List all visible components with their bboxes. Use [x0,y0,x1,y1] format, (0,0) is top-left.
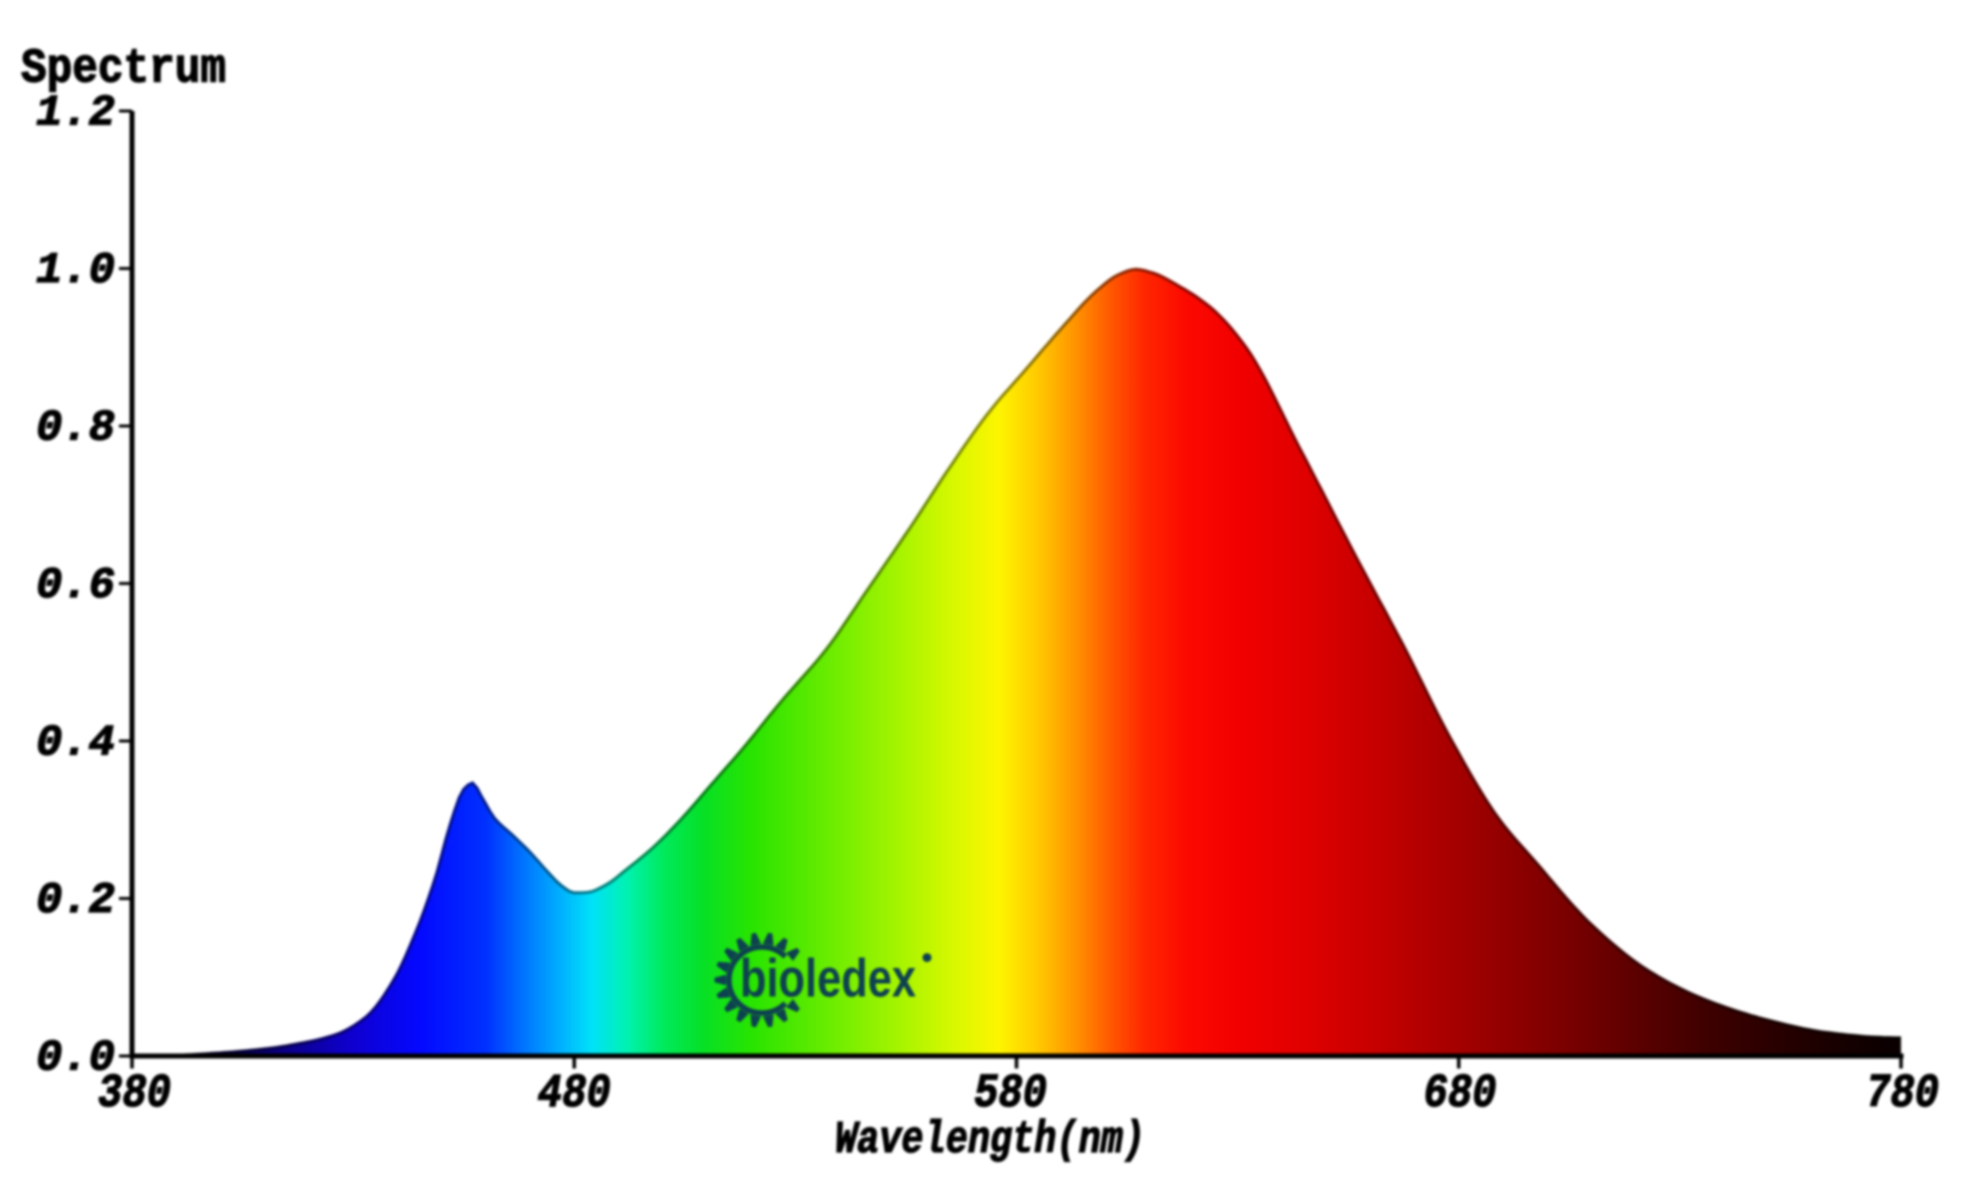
svg-text:Wavelength(nm): Wavelength(nm) [835,1115,1145,1166]
svg-text:bioledex: bioledex [740,949,916,1009]
svg-text:780: 780 [1866,1068,1939,1121]
svg-text:580: 580 [974,1068,1047,1121]
svg-text:1.0: 1.0 [36,246,115,296]
svg-text:480: 480 [538,1068,611,1121]
svg-text:1.2: 1.2 [36,89,115,139]
svg-text:0.8: 0.8 [36,404,115,454]
svg-text:0.6: 0.6 [36,561,115,611]
svg-text:380: 380 [98,1068,171,1121]
svg-text:0.4: 0.4 [36,719,115,769]
svg-text:0.2: 0.2 [36,876,115,926]
svg-text:0.0: 0.0 [36,1034,115,1084]
svg-text:680: 680 [1424,1068,1497,1121]
svg-text:Spectrum: Spectrum [21,43,226,97]
